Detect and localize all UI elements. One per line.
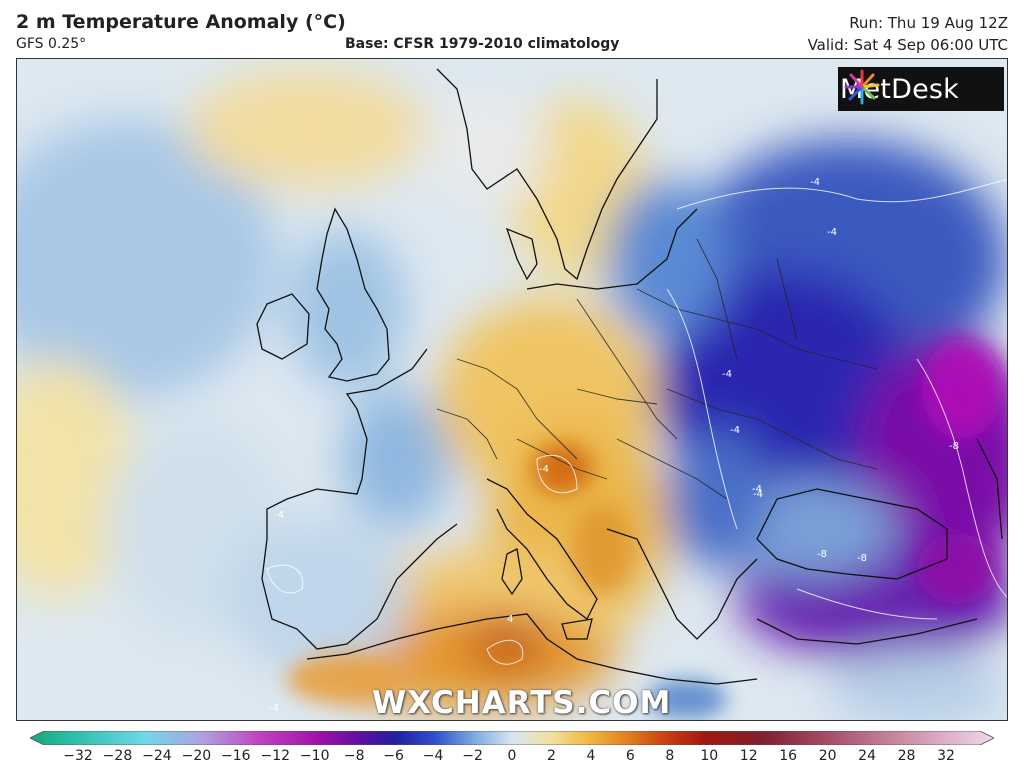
colorbar-tick-label: 32 [937,748,955,764]
chart-title: 2 m Temperature Anomaly (°C) [16,11,346,33]
contour-label-group: -4 -4 -4 -4 -4 -8 -8 -8 4 -4 -4 -4 -4 [269,177,959,714]
contour-label: -4 [810,177,820,188]
colorbar-tick-label: −2 [462,748,483,764]
temperature-anomaly-map: -4 -4 -4 -4 -4 -8 -8 -8 4 -4 -4 -4 -4 [16,58,1008,721]
run-time-label: Run: Thu 19 Aug 12Z [849,14,1008,32]
metdesk-burst-icon [844,69,880,105]
colorbar-tick-label: 8 [665,748,675,764]
country-borders [436,238,878,500]
contour-label: -4 [827,227,837,238]
colorbar-tick-label: −12 [260,748,291,764]
contour-label: -4 [539,464,549,475]
contour-label: -4 [274,510,284,521]
colorbar [30,731,994,745]
contour-label: -4 [753,489,763,500]
colorbar-tick-label: −24 [142,748,172,764]
contour-label: -4 [722,369,732,380]
colorbar-tick-label: 4 [586,748,596,764]
wxcharts-watermark: WXCHARTS.COM [372,685,672,721]
contour-label: -4 [269,703,279,714]
metdesk-logo: MetDesk [838,67,1004,111]
colorbar-tick-label: −16 [221,748,251,764]
model-label: GFS 0.25° [16,36,87,52]
colorbar-tick-label: 20 [818,748,837,764]
colorbar-tick-labels: −32 −28 −24 −20 −16 −12 −10 −8 −6 −4 −2 0 2 4 6 8 10 12 16… [0,748,1024,772]
contour-label: -8 [949,441,959,452]
colorbar-tick-label: 24 [858,748,876,764]
colorbar-tick-label: −8 [343,748,365,764]
coastlines [256,68,1003,685]
colorbar-tick-label: 12 [739,748,758,764]
colorbar-tick-label: −32 [63,748,93,764]
colorbar-tick-label: 16 [779,748,798,764]
colorbar-tick-label: −6 [383,748,404,764]
colorbar-tick-label: −4 [422,748,444,764]
map-canvas: -4 -4 -4 -4 -4 -8 -8 -8 4 -4 -4 -4 -4 [17,59,1007,720]
climatology-base-label: Base: CFSR 1979-2010 climatology [345,36,620,52]
contour-label: -4 [752,484,762,495]
colorbar-tick-label: −28 [102,748,133,764]
contour-label: -8 [817,549,827,560]
colorbar-tick-label: −20 [181,748,212,764]
contour-label: 4 [507,614,513,625]
colorbar-tick-label: −10 [299,748,330,764]
contour-label: -8 [857,553,867,564]
anomaly-contours [266,178,1007,665]
colorbar-tick-label: 28 [897,748,916,764]
colorbar-tick-label: 10 [700,748,719,764]
colorbar-tick-label: 0 [507,748,517,764]
colorbar-tick-label: 6 [625,748,635,764]
colorbar-tick-label: 2 [546,748,556,764]
valid-time-label: Valid: Sat 4 Sep 06:00 UTC [807,36,1008,54]
contour-label: -4 [730,425,740,436]
